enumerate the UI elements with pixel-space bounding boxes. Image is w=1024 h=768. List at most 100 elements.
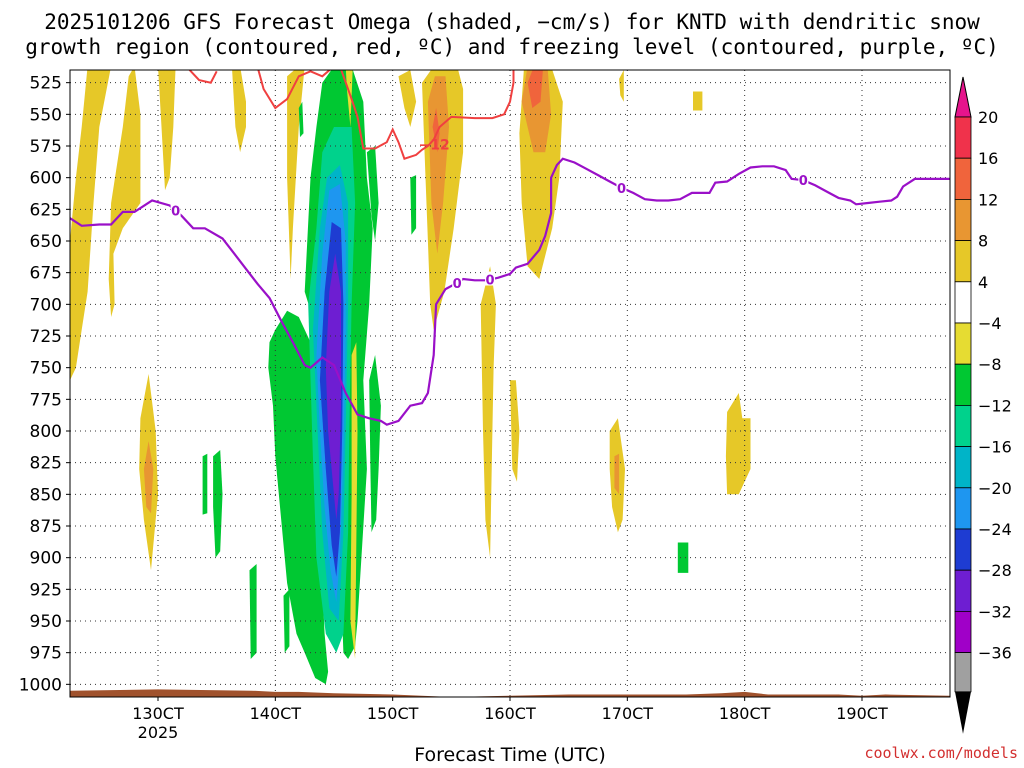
omega-forecast-chart: −12 0 0 0 0 0 525 550 575 600 625 650 675 700 725 750 7…	[19, 69, 1012, 742]
omega-region-2	[158, 70, 176, 191]
omega-region-34	[619, 70, 624, 102]
colorbar-label-4: 4	[978, 273, 988, 292]
omega-region-33	[527, 70, 543, 108]
freezing-label-bg-4	[798, 172, 809, 187]
colorbar-label-13: −36	[978, 644, 1012, 663]
colorbar-bin-11	[954, 569, 972, 612]
colorbar-bin-8	[954, 446, 972, 489]
colorbar-bin-7	[954, 404, 972, 447]
colorbar-bin-2	[954, 198, 972, 241]
omega-region-25	[398, 70, 417, 127]
omega-region-11	[366, 146, 379, 241]
x-tick-label-140: 140CT	[250, 704, 302, 723]
colorbar-label-9: −20	[978, 479, 1012, 498]
colorbar-bin-0	[954, 116, 972, 159]
colorbar-label-6: −8	[978, 355, 1002, 374]
y-tick-label-700: 700	[30, 295, 62, 315]
omega-region-29	[480, 266, 496, 558]
colorbar-top-arrow	[954, 76, 972, 118]
y-tick-label-1000: 1000	[19, 675, 62, 695]
source-credit[interactable]: coolwx.com/models	[864, 744, 1018, 762]
surface-ground-fill	[70, 689, 950, 697]
omega-region-17	[677, 542, 689, 573]
freezing-level-label-0: 0	[171, 205, 180, 220]
colorbar-bin-12	[954, 611, 972, 654]
omega-region-23	[345, 70, 353, 127]
colorbar-bin-3	[954, 240, 972, 283]
omega-region-10	[298, 101, 304, 138]
colorbar-bin-1	[954, 157, 972, 200]
x-tick-label-190: 190CT	[836, 704, 888, 723]
y-tick-label-525: 525	[30, 74, 62, 94]
colorbar-label-8: −16	[978, 438, 1012, 457]
omega-region-5	[232, 70, 246, 153]
omega-region-9	[369, 355, 381, 533]
y-tick-label-575: 575	[30, 137, 62, 157]
colorbar-label-12: −32	[978, 602, 1012, 621]
freezing-level-label-4: 0	[799, 174, 808, 189]
y-tick-label-675: 675	[30, 264, 62, 284]
freezing-label-bg-0	[170, 202, 181, 217]
y-tick-label-925: 925	[30, 580, 62, 600]
colorbar-label-0: 20	[978, 108, 998, 127]
dgz-contour-segment-0	[188, 70, 218, 84]
y-tick-label-975: 975	[30, 644, 62, 664]
colorbar-label-5: −4	[978, 314, 1002, 333]
omega-shading-layer	[70, 70, 751, 685]
omega-region-38	[725, 393, 751, 495]
gridlines	[70, 70, 950, 697]
omega-region-13	[249, 564, 257, 659]
dgz-contour-segment-1	[257, 70, 332, 110]
y-tick-label-600: 600	[30, 169, 62, 189]
dgz-contour-label: −12	[418, 138, 449, 154]
freezing-label-bg-1	[452, 274, 463, 289]
y-tick-label-775: 775	[30, 390, 62, 410]
omega-region-37	[614, 453, 620, 495]
y-axis: 525 550 575 600 625 650 675 700 725 750 775 800 825 8…	[19, 74, 70, 695]
freezing-level-line	[70, 157, 950, 426]
colorbar-label-11: −28	[978, 561, 1012, 580]
colorbar-legend: 20 16 12 8 4 −4 −8 −12 −16 −20 −24 −28 −32 −36	[954, 76, 1012, 734]
y-tick-label-625: 625	[30, 200, 62, 220]
y-tick-label-725: 725	[30, 327, 62, 347]
chart-title-line-1: 2025101206 GFS Forecast Omega (shaded, −…	[44, 10, 980, 34]
dgz-contour-segment-2	[340, 70, 515, 160]
chart-title-line-2: growth region (contoured, red, ºC) and f…	[25, 35, 999, 59]
surface-terrain	[70, 689, 950, 697]
colorbar-bottom-arrow	[955, 691, 971, 734]
freezing-label-bg-2	[485, 271, 496, 286]
freezing-level-label-2: 0	[486, 274, 495, 289]
y-tick-label-800: 800	[30, 422, 62, 442]
omega-region-16	[410, 175, 417, 235]
colorbar-label-1: 16	[978, 149, 998, 168]
colorbar-bin-5	[954, 322, 972, 365]
omega-region-28	[432, 108, 440, 153]
colorbar-label-2: 12	[978, 190, 998, 209]
omega-region-22	[325, 253, 341, 520]
y-tick-label-950: 950	[30, 612, 62, 632]
colorbar-label-7: −12	[978, 396, 1012, 415]
omega-region-27	[427, 76, 449, 254]
x-tick-label-170: 170CT	[602, 704, 654, 723]
freezing-label-bg-3	[616, 179, 627, 194]
freezing-level-label-1: 0	[453, 277, 462, 292]
x-axis-label: Forecast Time (UTC)	[414, 744, 606, 766]
colorbar-bin-10	[954, 528, 972, 571]
x-tick-label-130: 130CT	[132, 704, 184, 723]
colorbar-label-3: 8	[978, 232, 988, 251]
omega-region-32	[521, 70, 552, 153]
y-tick-label-900: 900	[30, 549, 62, 569]
x-tick-label-150: 150CT	[367, 704, 419, 723]
omega-region-15	[213, 450, 223, 558]
y-tick-label-550: 550	[30, 105, 62, 125]
x-tick-sublabel-130: 2025	[138, 723, 179, 742]
omega-region-6	[287, 70, 305, 279]
colorbar-bin-9	[954, 487, 972, 530]
omega-region-24	[350, 342, 358, 659]
y-tick-label-850: 850	[30, 485, 62, 505]
colorbar-label-10: −24	[978, 520, 1012, 539]
omega-region-1	[108, 70, 141, 317]
y-tick-label-825: 825	[30, 454, 62, 474]
omega-region-30	[510, 380, 520, 482]
